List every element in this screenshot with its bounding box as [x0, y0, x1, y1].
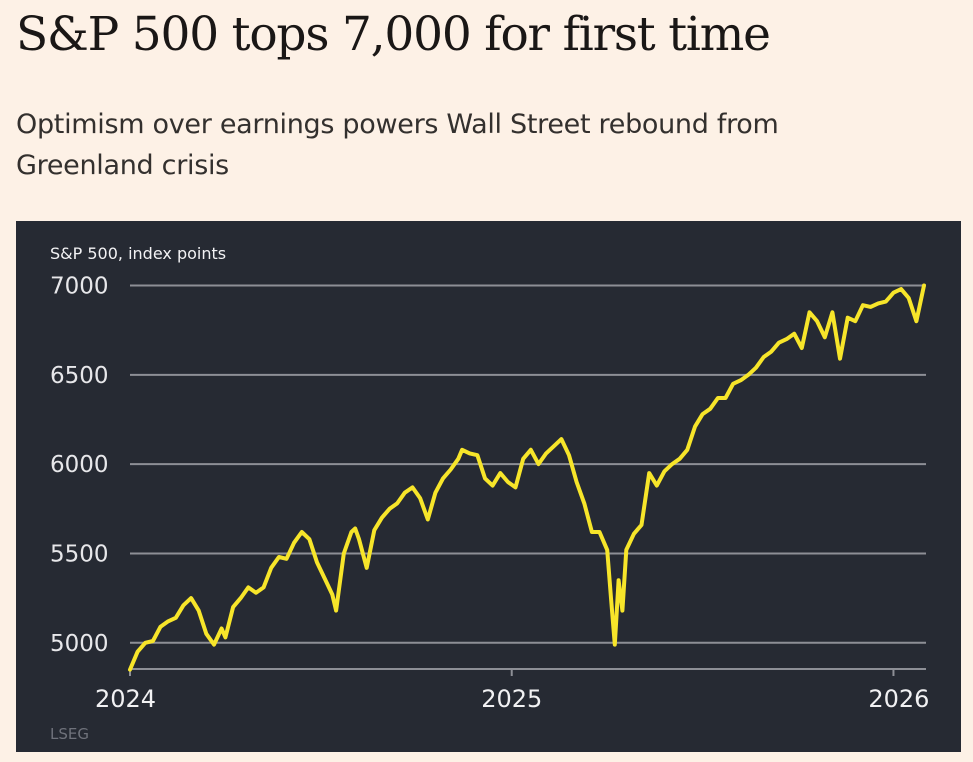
sp500-series-line	[128, 283, 926, 672]
standfirst: Optimism over earnings powers Wall Stree…	[16, 109, 779, 181]
y-tick-label: 5500	[50, 541, 109, 567]
y-axis-unit-label: S&P 500, index points	[50, 244, 226, 263]
y-tick-label: 5000	[50, 631, 109, 657]
chart-panel: 5000 5500 6000 6500 7000 2024 2025 2026 S&P 50…	[16, 221, 961, 752]
x-tick-label: 2024	[95, 685, 156, 713]
y-tick-label: 7000	[50, 274, 109, 300]
y-tick-label: 6000	[50, 452, 109, 478]
x-tick-label: 2025	[481, 685, 542, 713]
source-label: LSEG	[50, 725, 89, 743]
headline: S&P 500 tops 7,000 for first time	[16, 7, 771, 62]
x-tick-label: 2026	[868, 685, 929, 713]
sp500-line-chart: 5000 5500 6000 6500 7000 2024 2025 2026 S&P 50…	[50, 244, 929, 743]
y-tick-label: 6500	[50, 363, 109, 389]
